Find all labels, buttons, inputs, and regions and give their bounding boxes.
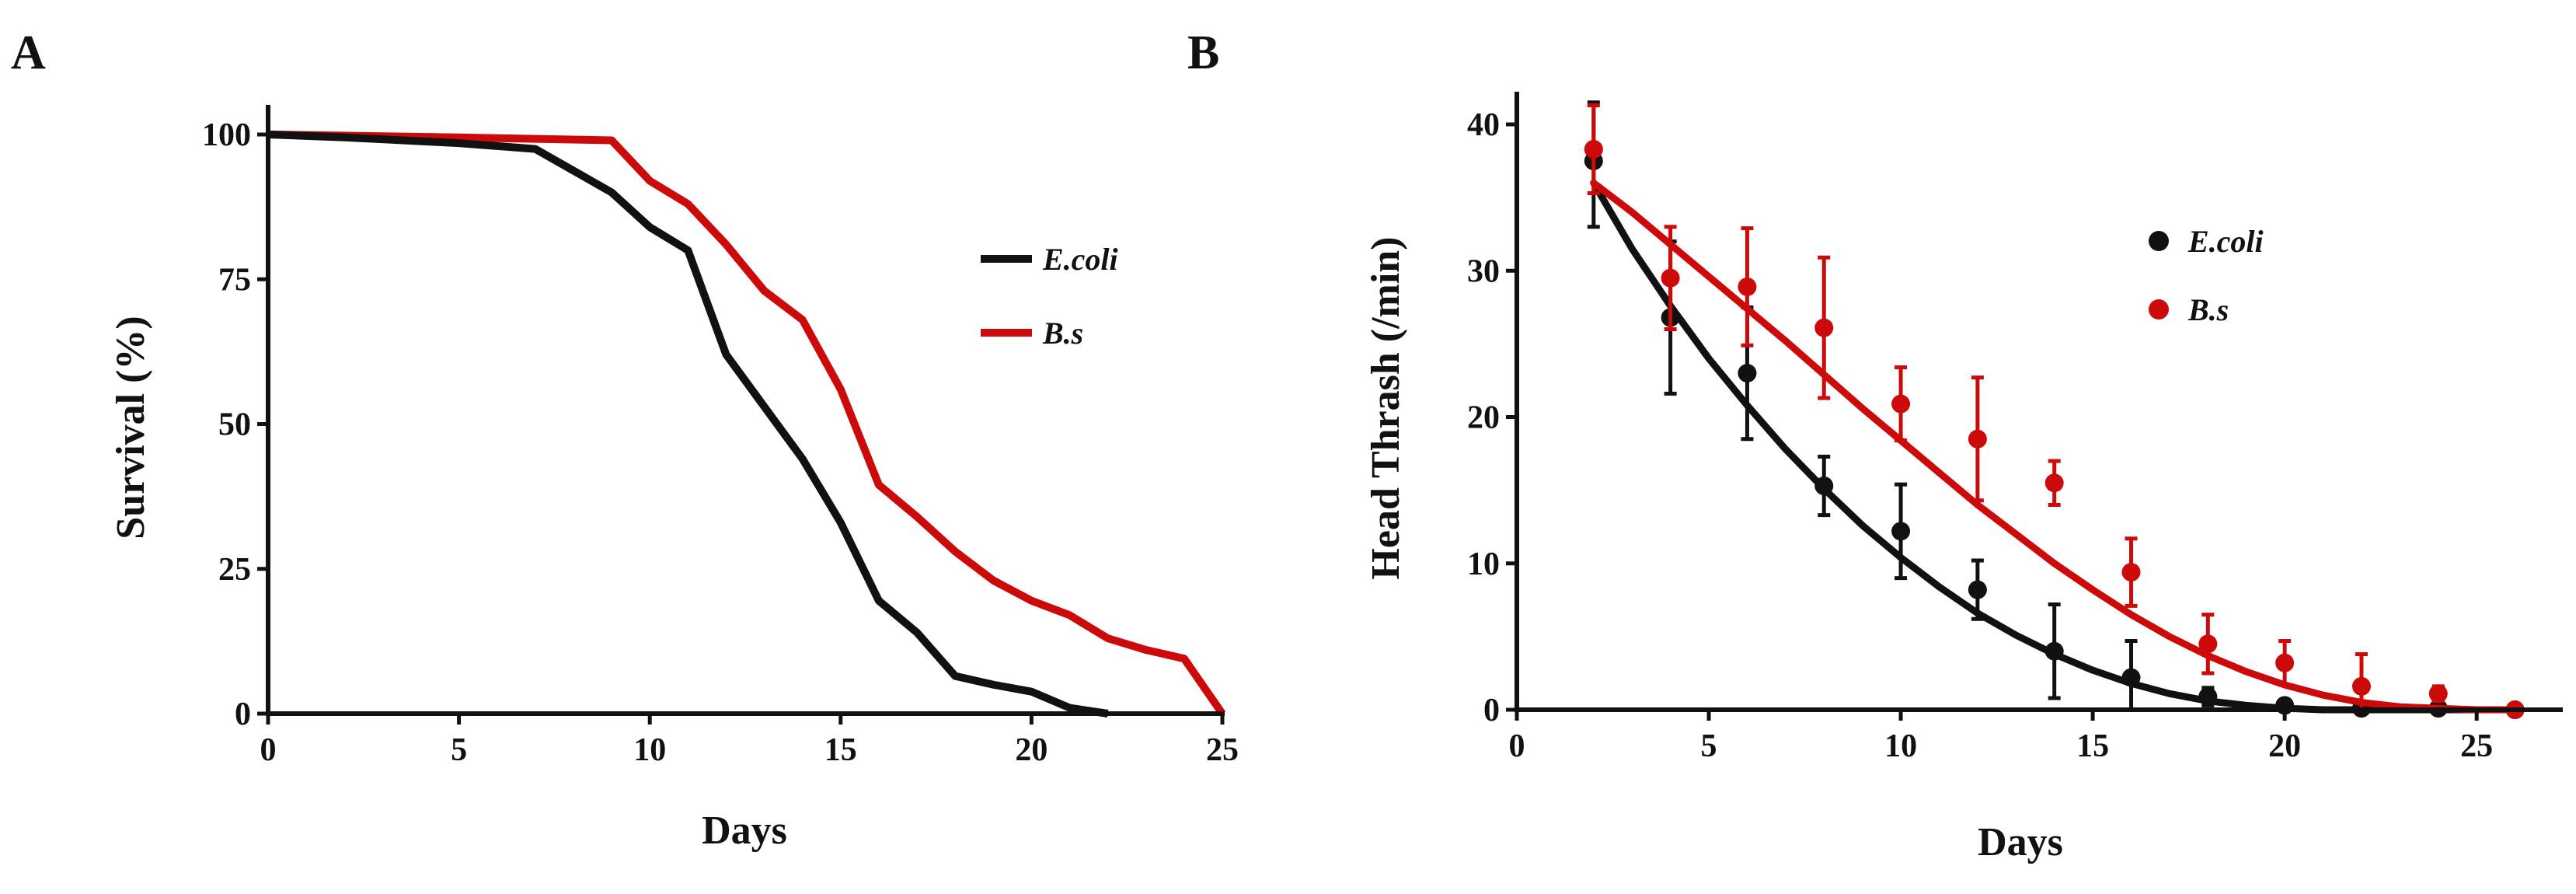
panel-b-letter: B: [1187, 26, 1219, 79]
y-tick-label: 75: [218, 262, 251, 298]
legend-label: B.s: [1042, 316, 1083, 351]
data-point: [2428, 684, 2448, 704]
y-tick-label: 25: [218, 552, 251, 588]
y-tick-label: 50: [218, 407, 251, 443]
data-point: [1968, 580, 1987, 599]
series-bs: [1584, 103, 2525, 719]
data-point: [1661, 268, 1680, 288]
data-point: [2198, 687, 2218, 707]
x-tick-label: 0: [1509, 728, 1525, 764]
data-point: [2351, 676, 2371, 696]
data-point: [1738, 364, 1757, 383]
data-point: [2044, 641, 2064, 661]
panel-a-letter: A: [11, 26, 46, 79]
series-line-bs: [267, 131, 1226, 716]
data-point: [1891, 394, 1911, 414]
data-point: [2121, 668, 2141, 687]
y-axis-title: Head Thrash (/min): [1364, 236, 1408, 579]
data-point: [2275, 653, 2295, 672]
legend-label: B.s: [2187, 292, 2229, 327]
x-axis-title: Days: [702, 808, 787, 853]
x-tick-label: 20: [2268, 728, 2301, 764]
data-point: [2198, 634, 2218, 654]
y-tick-label: 30: [1467, 253, 1500, 289]
data-point: [1584, 140, 1603, 159]
x-tick-label: 15: [824, 732, 857, 768]
x-tick-label: 10: [1884, 728, 1917, 764]
data-point: [1814, 476, 1834, 495]
x-axis-title: Days: [1978, 820, 2063, 864]
data-point: [1814, 318, 1834, 337]
x-tick-label: 25: [1206, 732, 1239, 768]
y-tick-label: 40: [1467, 107, 1500, 143]
x-tick-label: 5: [451, 732, 467, 768]
x-tick-label: 5: [1701, 728, 1717, 764]
x-tick-label: 0: [260, 732, 277, 768]
legend-marker: [2149, 231, 2169, 251]
head-thrash-chart: 0 5 10 15 20 25 0 10 20 30 40 E.coli B.s Days Head …: [1364, 92, 2563, 864]
data-point: [1738, 277, 1757, 296]
y-tick-label: 0: [1483, 693, 1500, 728]
legend-label: E.coli: [2187, 224, 2264, 259]
x-tick-label: 25: [2460, 728, 2493, 764]
x-tick-label: 15: [2076, 728, 2109, 764]
series-line-ecoli: [267, 131, 1109, 718]
y-tick-label: 20: [1467, 400, 1500, 436]
data-point: [1891, 522, 1911, 541]
x-tick-label: 20: [1015, 732, 1047, 768]
y-tick-label: 10: [1467, 547, 1500, 582]
legend-marker: [2149, 299, 2169, 320]
y-tick-label: 100: [202, 117, 251, 153]
survival-chart: 0 5 10 15 20 25 0 25 50 75 100 E.coli B.s Days Surv…: [109, 105, 1239, 853]
x-tick-label: 10: [633, 732, 666, 768]
data-point: [2121, 563, 2141, 582]
legend-label: E.coli: [1042, 242, 1118, 277]
series-ecoli: [1584, 100, 2525, 719]
data-point: [1968, 429, 1987, 449]
data-point: [2044, 473, 2064, 493]
y-axis-title: Survival (%): [109, 316, 153, 539]
y-tick-label: 0: [235, 697, 251, 732]
